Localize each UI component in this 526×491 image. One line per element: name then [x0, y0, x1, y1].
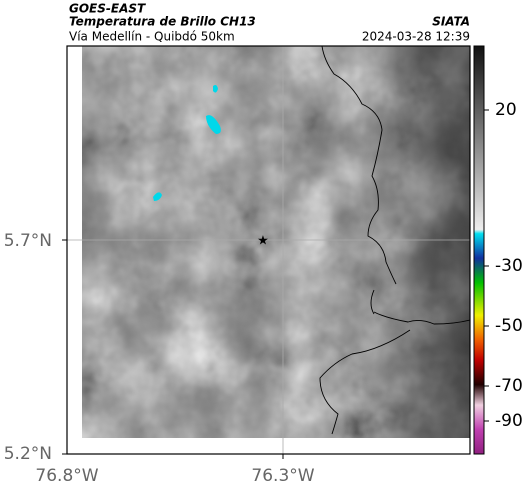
- colorbar-tick-label: -70: [495, 376, 523, 396]
- lat-label: 5.2°N: [4, 444, 52, 464]
- imagery-shade: [82, 46, 470, 438]
- colorbar-tick-label: -90: [495, 411, 523, 431]
- map-frame: [66, 45, 471, 455]
- city-marker: ★: [257, 234, 269, 249]
- border: [319, 289, 411, 435]
- colorbar: [473, 45, 485, 455]
- colorbar-tick-label: -30: [495, 256, 523, 276]
- source: SIATA: [432, 15, 470, 29]
- datetime: 2024-03-28 12:39: [362, 30, 470, 44]
- lon-label: 76.8°W: [35, 466, 98, 486]
- lon-label: 76.3°W: [251, 466, 314, 486]
- border: [373, 311, 470, 325]
- border: [321, 46, 397, 285]
- map-image: ★: [67, 46, 470, 454]
- subtitle: Vía Medellín - Quibdó 50km: [69, 30, 235, 44]
- satellite: GOES-EAST: [69, 2, 146, 16]
- colorbar-tick-label: 20: [495, 100, 517, 120]
- colorbar-tick-label: -50: [495, 316, 523, 336]
- colorbar-ticks: 20 -30 -50 -70 -90: [484, 100, 523, 431]
- lat-label: 5.7°N: [4, 231, 52, 251]
- title: Temperatura de Brillo CH13: [69, 15, 256, 29]
